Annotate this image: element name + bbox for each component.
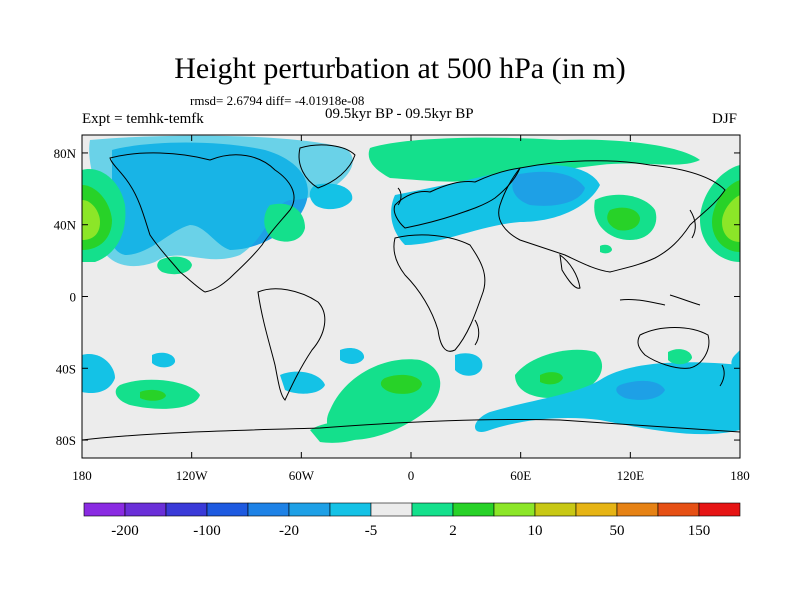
contour-china-dot xyxy=(600,244,612,254)
colorbar-swatch-7 xyxy=(370,502,413,517)
colorbar-label-5: 10 xyxy=(528,523,543,539)
contour-pacific-east-yellow xyxy=(722,195,740,242)
colorbar-swatch-3 xyxy=(206,502,249,517)
colorbar-swatch-14 xyxy=(657,502,700,517)
contour-eurasia-blue xyxy=(512,171,585,206)
contour-south-indian-core xyxy=(540,372,563,385)
colorbar-swatch-9 xyxy=(452,502,495,517)
contour-south-atlantic-core xyxy=(380,374,422,394)
contour-south-am-blue xyxy=(280,371,325,394)
colorbar-swatch-11 xyxy=(534,502,577,517)
contour-atlantic-green xyxy=(264,203,305,242)
coast-madagascar xyxy=(474,319,480,346)
colorbar-swatch-1 xyxy=(124,502,167,517)
colorbar-swatch-15 xyxy=(698,502,741,517)
contour-na-lightblue xyxy=(89,135,353,267)
period-label: 09.5kyr BP - 09.5kyr BP xyxy=(325,106,474,122)
x-tick-label-1: 120W xyxy=(176,468,209,483)
y-tick-label-3: 40S xyxy=(56,361,76,376)
x-tick-label-0: 180 xyxy=(72,468,92,483)
colorbar-label-1: -100 xyxy=(193,523,221,539)
y-tick-label-1: 40N xyxy=(54,218,77,233)
colorbar-label-0: -200 xyxy=(111,523,139,539)
contour-southern-ocean-blue xyxy=(616,380,665,400)
coast-indonesia xyxy=(619,294,701,306)
y-tick-label-2: 0 xyxy=(70,290,77,305)
contour-antarctic-green xyxy=(310,421,370,443)
colorbar-swatch-6 xyxy=(329,502,372,517)
contour-arctic-green xyxy=(368,137,700,182)
contour-s-indian-lightblue xyxy=(455,353,483,376)
coast-australia xyxy=(637,327,710,369)
coast-north-america xyxy=(109,152,295,293)
contour-asia-core xyxy=(607,207,640,231)
contour-pacific-west-yellow xyxy=(82,200,100,240)
colorbar-swatch-4 xyxy=(247,502,290,517)
colorbar-label-4: 2 xyxy=(449,523,457,539)
colorbar-label-7: 150 xyxy=(688,523,711,539)
contour-fields xyxy=(82,135,740,443)
y-tick-label-0: 80N xyxy=(54,146,77,161)
y-tick-label-4: 80S xyxy=(56,433,76,448)
contour-atlantic-lightblue xyxy=(309,183,353,210)
colorbar-swatch-0 xyxy=(83,502,126,517)
coast-india xyxy=(559,253,581,289)
x-tick-label-6: 180 xyxy=(730,468,750,483)
coast-greenland xyxy=(298,144,356,189)
x-tick-label-2: 60W xyxy=(289,468,315,483)
stats-label: rmsd= 2.6794 diff= -4.01918e-08 xyxy=(190,93,365,108)
coast-africa xyxy=(393,234,486,352)
season-label: DJF xyxy=(712,111,738,127)
colorbar-label-2: -20 xyxy=(279,523,299,539)
axis-ticks: 180 120W 60W 0 60E 120E 180 80N 40N 0 40S 80S xyxy=(54,135,750,483)
colorbar: -200 -100 -20 -5 2 10 50 150 xyxy=(83,502,741,539)
contour-aus-green xyxy=(668,349,692,365)
contour-southern-ocean-lightblue xyxy=(475,362,740,435)
x-tick-label-5: 120E xyxy=(617,468,645,483)
x-tick-label-3: 0 xyxy=(408,468,415,483)
coast-uk xyxy=(397,187,402,206)
colorbar-swatch-13 xyxy=(616,502,659,517)
colorbar-swatch-5 xyxy=(288,502,331,517)
contour-s-east-lightblue xyxy=(731,350,740,372)
colorbar-swatch-8 xyxy=(411,502,454,517)
contour-s-atlantic-lightblue xyxy=(340,347,365,364)
coast-japan xyxy=(689,209,696,239)
colorbar-swatch-10 xyxy=(493,502,536,517)
coast-south-america xyxy=(257,288,326,401)
contour-s-pacific-mid-blue xyxy=(152,352,176,368)
map-title: Height perturbation at 500 hPa (in m) xyxy=(174,52,626,85)
coastlines xyxy=(82,144,740,441)
colorbar-label-3: -5 xyxy=(365,523,378,539)
colorbar-label-6: 50 xyxy=(610,523,625,539)
coast-antarctica xyxy=(82,418,740,441)
colorbar-swatch-12 xyxy=(575,502,618,517)
coast-new-zealand xyxy=(719,364,725,387)
coast-asia xyxy=(498,160,726,273)
experiment-label: Expt = temhk-temfk xyxy=(82,111,204,127)
contour-south-pacific-core xyxy=(140,389,166,401)
contour-s-pacific-lightblue xyxy=(82,354,115,394)
colorbar-swatch-2 xyxy=(165,502,208,517)
x-tick-label-4: 60E xyxy=(510,468,531,483)
